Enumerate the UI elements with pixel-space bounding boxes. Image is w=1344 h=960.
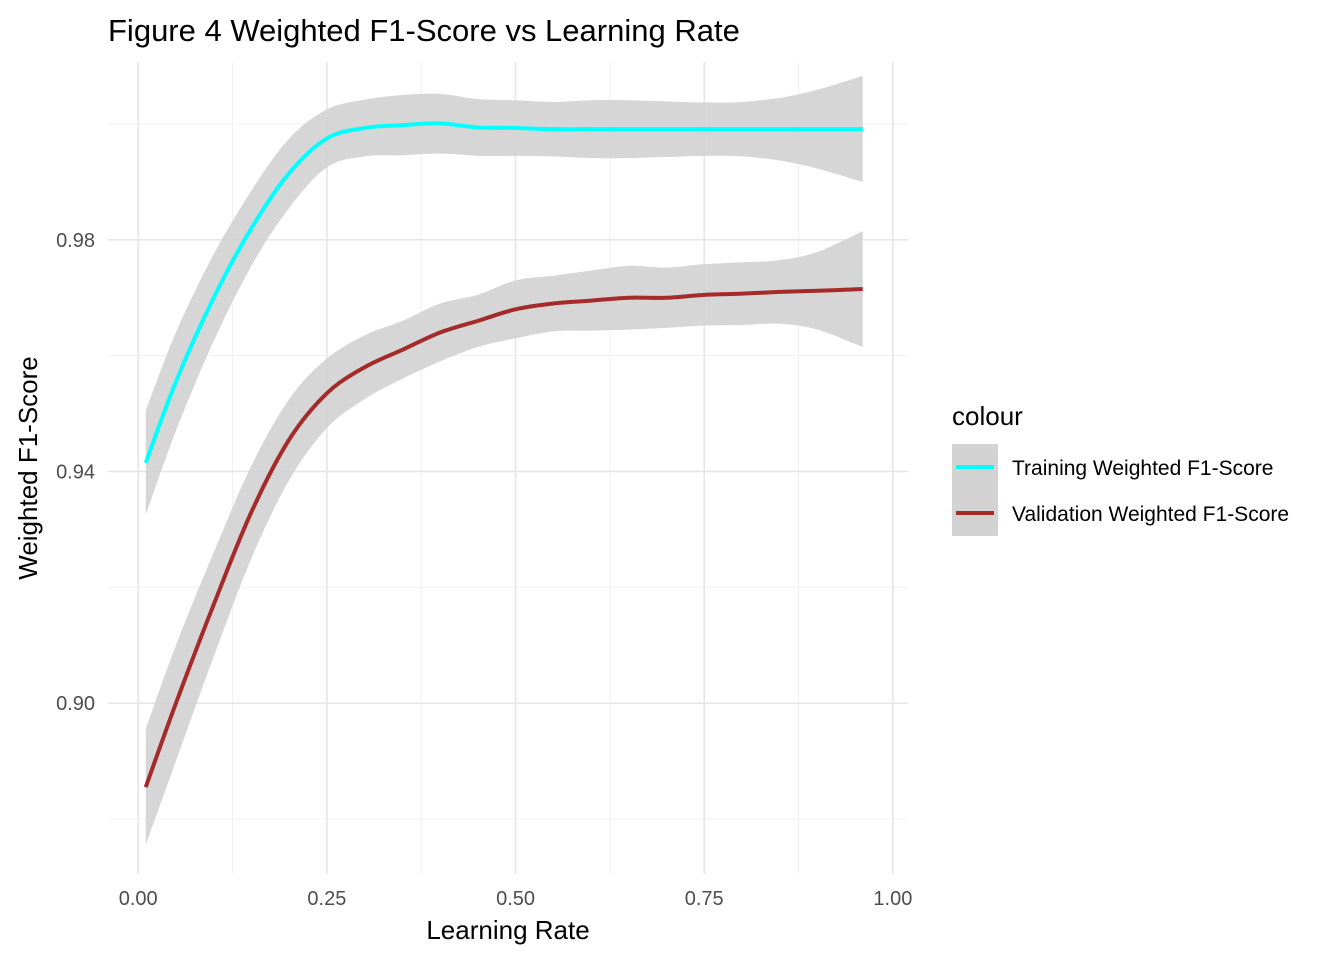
confidence-band-1 — [145, 231, 863, 846]
confidence-bands — [145, 75, 863, 846]
major-gridlines — [108, 62, 908, 874]
series-line-0 — [143, 121, 863, 464]
x-tick-label-2: 0.50 — [496, 888, 535, 910]
x-axis-ticks: 0.00 0.25 0.50 0.75 1.00 — [119, 888, 913, 910]
y-tick-label-2: 0.98 — [56, 230, 95, 252]
confidence-band-0 — [145, 75, 863, 515]
x-tick-label-4: 1.00 — [873, 888, 912, 910]
x-axis-title: Learning Rate — [426, 915, 589, 945]
y-tick-label-1: 0.94 — [56, 461, 95, 483]
legend-label-1: Validation Weighted F1-Score — [1012, 503, 1289, 526]
legend: colour Training Weighted F1-Score Validat… — [952, 401, 1289, 536]
y-axis-title: Weighted F1-Score — [13, 356, 43, 580]
legend-keys: Training Weighted F1-Score Validation Wei… — [952, 444, 1289, 536]
y-axis-ticks: 0.90 0.94 0.98 — [56, 230, 95, 715]
series-lines — [143, 121, 863, 788]
legend-label-0: Training Weighted F1-Score — [1012, 457, 1273, 480]
minor-gridlines — [108, 62, 908, 874]
chart-title: Figure 4 Weighted F1-Score vs Learning R… — [108, 13, 740, 48]
series-line-1 — [143, 287, 863, 788]
x-tick-label-1: 0.25 — [307, 888, 346, 910]
legend-title: colour — [952, 401, 1023, 431]
x-tick-label-0: 0.00 — [119, 888, 158, 910]
x-tick-label-3: 0.75 — [685, 888, 724, 910]
y-tick-label-0: 0.90 — [56, 693, 95, 715]
